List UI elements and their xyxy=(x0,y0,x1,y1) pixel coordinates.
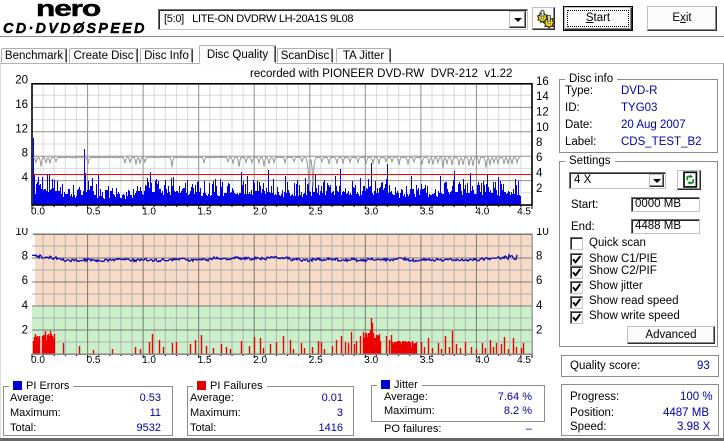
svg-text:8: 8 xyxy=(22,148,28,160)
svg-text:2: 2 xyxy=(536,324,542,336)
svg-text:3.5: 3.5 xyxy=(420,207,434,218)
svg-text:20: 20 xyxy=(15,75,28,87)
svg-text:0.5: 0.5 xyxy=(87,207,101,218)
svg-text:6: 6 xyxy=(536,152,542,164)
svg-text:4: 4 xyxy=(536,300,543,312)
svg-text:0.0: 0.0 xyxy=(31,207,45,218)
svg-text:3.5: 3.5 xyxy=(420,355,434,366)
svg-text:8: 8 xyxy=(536,137,542,149)
svg-text:10: 10 xyxy=(536,228,549,238)
svg-text:6: 6 xyxy=(22,275,28,287)
svg-text:1.5: 1.5 xyxy=(198,355,212,366)
svg-text:2: 2 xyxy=(22,324,28,336)
svg-text:4: 4 xyxy=(536,168,543,180)
svg-text:2.0: 2.0 xyxy=(253,355,267,366)
svg-text:4.5: 4.5 xyxy=(517,207,531,218)
svg-text:10: 10 xyxy=(15,228,28,238)
svg-text:2.0: 2.0 xyxy=(253,207,267,218)
svg-text:8: 8 xyxy=(536,251,542,263)
svg-text:14: 14 xyxy=(536,91,549,103)
svg-text:4.0: 4.0 xyxy=(475,207,489,218)
svg-text:1.0: 1.0 xyxy=(142,207,156,218)
svg-text:3.0: 3.0 xyxy=(364,207,378,218)
svg-text:1.5: 1.5 xyxy=(198,207,212,218)
svg-text:12: 12 xyxy=(15,123,28,135)
svg-text:4.0: 4.0 xyxy=(475,355,489,366)
svg-text:0.0: 0.0 xyxy=(31,355,45,366)
svg-text:2.5: 2.5 xyxy=(309,355,323,366)
svg-text:16: 16 xyxy=(536,76,549,88)
svg-text:6: 6 xyxy=(536,275,542,287)
svg-text:0.5: 0.5 xyxy=(87,355,101,366)
svg-text:10: 10 xyxy=(536,122,549,134)
svg-text:2: 2 xyxy=(536,183,542,195)
svg-text:8: 8 xyxy=(22,251,28,263)
svg-text:12: 12 xyxy=(536,107,549,119)
svg-text:CD·DVDØSPEED: CD·DVDØSPEED xyxy=(3,21,145,37)
svg-text:4: 4 xyxy=(22,172,29,184)
svg-text:3.0: 3.0 xyxy=(364,355,378,366)
svg-text:16: 16 xyxy=(15,99,28,111)
svg-text:1.0: 1.0 xyxy=(142,355,156,366)
svg-text:2.5: 2.5 xyxy=(309,207,323,218)
svg-text:4: 4 xyxy=(22,300,29,312)
svg-text:4.5: 4.5 xyxy=(517,355,531,366)
